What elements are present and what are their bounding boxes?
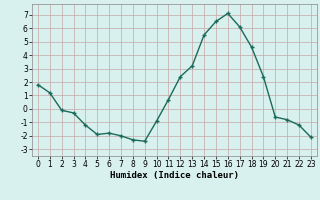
X-axis label: Humidex (Indice chaleur): Humidex (Indice chaleur) [110,171,239,180]
